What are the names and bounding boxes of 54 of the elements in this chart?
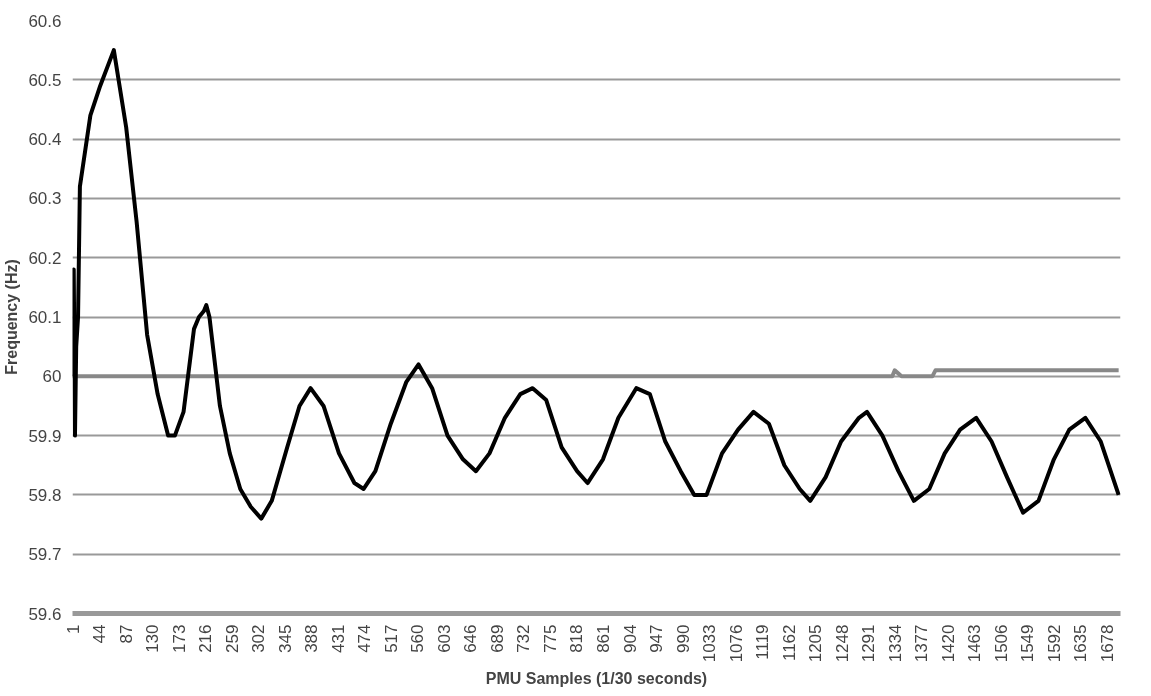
x-tick-label: 1678 xyxy=(1097,624,1117,663)
x-tick-label: 1506 xyxy=(991,624,1011,663)
x-tick-label: 689 xyxy=(487,624,507,653)
x-tick-label: 1291 xyxy=(859,624,879,663)
x-tick-label: 775 xyxy=(540,624,560,653)
x-tick-label: 1420 xyxy=(938,624,958,663)
x-tick-label: 44 xyxy=(90,624,110,644)
x-tick-label: 1033 xyxy=(700,624,720,663)
x-tick-label: 1463 xyxy=(965,624,985,663)
x-tick-label: 1377 xyxy=(912,624,932,663)
x-tick-label: 302 xyxy=(249,624,269,653)
x-tick-label: 474 xyxy=(355,624,375,653)
x-tick-label: 861 xyxy=(593,624,613,653)
x-tick-label: 646 xyxy=(461,624,481,653)
y-tick-label: 59.6 xyxy=(28,604,62,624)
x-tick-label: 904 xyxy=(620,624,640,653)
x-tick-label: 732 xyxy=(514,624,534,653)
x-tick-label: 1549 xyxy=(1018,624,1038,663)
y-tick-label: 60.3 xyxy=(28,189,62,209)
x-tick-label: 345 xyxy=(275,624,295,653)
x-tick-label: 388 xyxy=(302,624,322,653)
x-tick-label: 560 xyxy=(408,624,428,653)
y-tick-label: 60.2 xyxy=(28,248,62,268)
x-tick-label: 87 xyxy=(116,624,136,644)
y-tick-label: 60.1 xyxy=(28,308,62,327)
x-tick-label: 216 xyxy=(196,624,216,653)
x-tick-label: 947 xyxy=(647,624,667,653)
x-tick-label: 1 xyxy=(63,624,83,634)
y-tick-label: 59.9 xyxy=(28,426,62,446)
x-tick-label: 517 xyxy=(381,624,401,653)
x-tick-label: 1592 xyxy=(1044,624,1064,663)
y-tick-label: 59.8 xyxy=(28,485,62,505)
x-tick-label: 1076 xyxy=(726,624,746,663)
line-series xyxy=(72,48,1121,521)
x-tick-label: 1635 xyxy=(1071,624,1091,663)
x-tick-label: 173 xyxy=(169,624,189,653)
x-tick-label: 603 xyxy=(434,624,454,653)
y-tick-label: 59.7 xyxy=(28,545,62,565)
x-tick-label: 818 xyxy=(567,624,587,653)
x-tick-label: 130 xyxy=(143,624,163,653)
y-tick-label: 60.5 xyxy=(28,70,62,90)
y-tick-label: 60.4 xyxy=(28,130,62,150)
x-tick-label: 1248 xyxy=(832,624,852,663)
y-tick-label: 60.6 xyxy=(28,11,62,31)
x-tick-label: 1162 xyxy=(779,624,799,662)
x-tick-label: 1334 xyxy=(885,624,905,663)
x-tick-label: 259 xyxy=(222,624,242,653)
x-axis-title: PMU Samples (1/30 seconds) xyxy=(485,670,708,688)
x-tick-label: 431 xyxy=(328,624,348,653)
y-axis-title: Frequency (Hz) xyxy=(3,259,21,375)
y-tick-label: 60 xyxy=(42,367,62,387)
x-tick-label: 990 xyxy=(673,624,693,653)
x-tick-label: 1205 xyxy=(806,624,826,663)
x-tick-label: 1119 xyxy=(753,624,773,660)
